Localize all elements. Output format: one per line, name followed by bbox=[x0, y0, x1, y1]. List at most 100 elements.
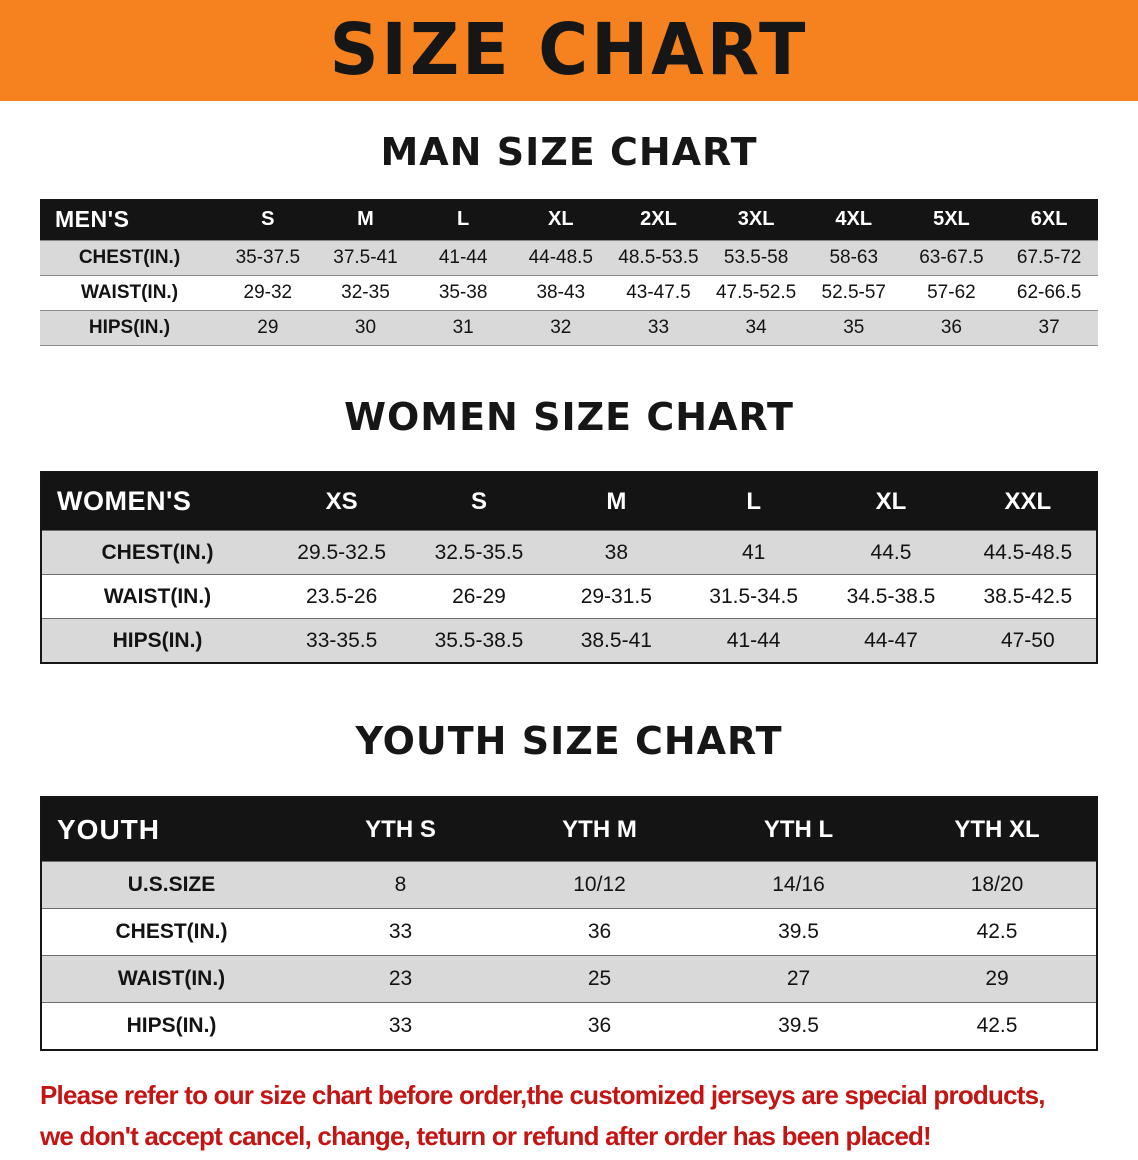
size-cell: 31 bbox=[452, 316, 474, 338]
size-col-header: YTH S bbox=[301, 797, 500, 862]
size-cell: 35-37.5 bbox=[235, 246, 301, 268]
youth-size-table: YOUTH YTH S YTH M YTH L YTH XL U.S.SIZE … bbox=[40, 796, 1098, 1052]
size-col-header: 3XL bbox=[707, 198, 805, 241]
size-cell: 57-62 bbox=[927, 281, 976, 303]
size-cell: 34.5-38.5 bbox=[846, 584, 936, 608]
size-col-header: YTH XL bbox=[898, 797, 1097, 862]
order-notice: Please refer to our size chart before or… bbox=[40, 1079, 1098, 1152]
women-size-table: WOMEN'S XS S M L XL XXL CHEST(IN.) 29.5-… bbox=[40, 471, 1098, 665]
size-col-header: M bbox=[316, 198, 415, 241]
size-cell: 37.5-41 bbox=[333, 246, 398, 268]
size-cell: 63-67.5 bbox=[919, 246, 984, 268]
size-cell: 58-63 bbox=[829, 246, 879, 268]
row-label: CHEST(IN.) bbox=[101, 540, 214, 564]
size-cell: 52.5-57 bbox=[821, 281, 886, 303]
women-waist-row: WAIST(IN.) 23.5-26 26-29 29-31.5 31.5-34… bbox=[41, 574, 1097, 619]
size-cell: 29-31.5 bbox=[580, 584, 652, 608]
size-cell: 34 bbox=[745, 316, 767, 338]
size-cell: 42.5 bbox=[976, 1014, 1018, 1038]
size-cell: 33-35.5 bbox=[306, 628, 378, 652]
size-col-header: XXL bbox=[959, 472, 1097, 531]
size-cell: 35-38 bbox=[438, 281, 488, 303]
size-col-header: XL bbox=[822, 472, 960, 531]
size-cell: 29-32 bbox=[243, 281, 293, 303]
men-section: MAN SIZE CHART MEN'S S M L XL 2XL 3XL 4X… bbox=[0, 130, 1138, 346]
row-label: U.S.SIZE bbox=[127, 873, 216, 897]
size-col-header: M bbox=[547, 472, 685, 531]
size-cell: 53.5-58 bbox=[723, 246, 789, 268]
size-col-header: S bbox=[219, 198, 317, 241]
size-cell: 29 bbox=[985, 967, 1009, 991]
men-size-table: MEN'S S M L XL 2XL 3XL 4XL 5XL 6XL CHEST… bbox=[40, 198, 1098, 346]
row-label: HIPS(IN.) bbox=[112, 628, 203, 652]
size-cell: 36 bbox=[587, 1014, 612, 1038]
size-cell: 44-48.5 bbox=[528, 246, 594, 268]
size-cell: 33 bbox=[388, 920, 413, 944]
row-label: CHEST(IN.) bbox=[115, 920, 228, 944]
size-cell: 41 bbox=[741, 540, 766, 564]
size-cell: 35.5-38.5 bbox=[434, 628, 524, 652]
banner: SIZE CHART bbox=[0, 0, 1138, 101]
size-cell: 32-35 bbox=[341, 281, 390, 303]
banner-title: SIZE CHART bbox=[329, 8, 809, 92]
row-label: CHEST(IN.) bbox=[78, 246, 181, 268]
size-cell: 29 bbox=[257, 316, 279, 338]
notice-line-2: we don't accept cancel, change, teturn o… bbox=[40, 1120, 932, 1151]
youth-waist-row: WAIST(IN.) 23 25 27 29 bbox=[41, 955, 1097, 1003]
size-cell: 43-47.5 bbox=[626, 281, 691, 303]
row-label: WAIST(IN.) bbox=[103, 584, 212, 608]
youth-hips-row: HIPS(IN.) 33 36 39.5 42.5 bbox=[41, 1002, 1097, 1051]
men-hips-row: HIPS(IN.) 29 30 31 32 33 34 35 36 37 bbox=[40, 310, 1098, 346]
size-cell: 38.5-41 bbox=[580, 628, 652, 652]
men-waist-row: WAIST(IN.) 29-32 32-35 35-38 38-43 43-47… bbox=[40, 275, 1098, 310]
size-cell: 37 bbox=[1038, 316, 1060, 338]
size-col-header: YTH M bbox=[500, 797, 699, 862]
men-header-row: MEN'S S M L XL 2XL 3XL 4XL 5XL 6XL bbox=[40, 198, 1098, 241]
size-cell: 14/16 bbox=[772, 873, 825, 897]
size-cell: 38-43 bbox=[536, 281, 586, 303]
youth-chest-row: CHEST(IN.) 33 36 39.5 42.5 bbox=[41, 908, 1097, 956]
size-cell: 18/20 bbox=[970, 873, 1024, 897]
row-label: HIPS(IN.) bbox=[126, 1014, 217, 1038]
size-cell: 38 bbox=[604, 540, 628, 564]
size-cell: 36 bbox=[587, 920, 612, 944]
size-col-header: L bbox=[684, 472, 823, 531]
women-table-title: WOMEN'S bbox=[41, 472, 273, 531]
size-cell: 41-44 bbox=[726, 628, 781, 652]
row-label: HIPS(IN.) bbox=[88, 316, 171, 338]
size-cell: 25 bbox=[587, 967, 612, 991]
size-col-header: 4XL bbox=[804, 198, 903, 241]
notice-line-1: Please refer to our size chart before or… bbox=[40, 1080, 1045, 1111]
size-cell: 62-66.5 bbox=[1016, 281, 1082, 303]
size-cell: 10/12 bbox=[573, 873, 626, 897]
size-cell: 27 bbox=[786, 967, 811, 991]
size-cell: 47-50 bbox=[1000, 628, 1055, 652]
size-col-header: XS bbox=[273, 472, 411, 531]
size-col-header: L bbox=[414, 198, 512, 241]
size-cell: 32 bbox=[550, 316, 572, 338]
size-cell: 36 bbox=[940, 316, 962, 338]
size-cell: 32.5-35.5 bbox=[434, 540, 524, 564]
size-cell: 29.5-32.5 bbox=[297, 540, 387, 564]
size-cell: 38.5-42.5 bbox=[983, 584, 1073, 608]
youth-section: YOUTH SIZE CHART YOUTH YTH S YTH M YTH L… bbox=[0, 719, 1138, 1052]
size-col-header: YTH L bbox=[699, 797, 898, 862]
size-cell: 30 bbox=[354, 316, 377, 338]
row-label: WAIST(IN.) bbox=[80, 281, 179, 303]
size-cell: 42.5 bbox=[976, 920, 1018, 944]
size-col-header: XL bbox=[511, 198, 610, 241]
size-cell: 44.5 bbox=[870, 540, 912, 564]
men-table-title: MEN'S bbox=[40, 198, 219, 241]
size-cell: 47.5-52.5 bbox=[715, 281, 797, 303]
women-heading: WOMEN SIZE CHART bbox=[344, 394, 794, 439]
size-cell: 48.5-53.5 bbox=[618, 246, 699, 268]
size-cell: 31.5-34.5 bbox=[709, 584, 799, 608]
women-section: WOMEN SIZE CHART WOMEN'S XS S M L XL XXL… bbox=[0, 394, 1138, 665]
size-col-header: 5XL bbox=[902, 198, 1001, 241]
youth-header-row: YOUTH YTH S YTH M YTH L YTH XL bbox=[41, 797, 1097, 862]
youth-table-title: YOUTH bbox=[41, 797, 301, 862]
youth-heading: YOUTH SIZE CHART bbox=[355, 719, 783, 764]
size-cell: 41-44 bbox=[438, 246, 488, 268]
men-heading: MAN SIZE CHART bbox=[380, 130, 758, 174]
